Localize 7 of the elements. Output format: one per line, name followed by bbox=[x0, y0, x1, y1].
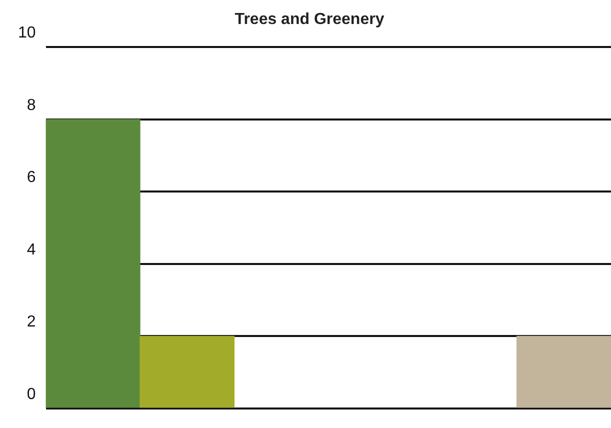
y-tick-label: 0 bbox=[26, 386, 36, 403]
y-tick-label: 2 bbox=[26, 314, 36, 331]
y-tick-label: 8 bbox=[26, 96, 36, 114]
y-tick-label: 6 bbox=[26, 169, 36, 186]
y-tick-label: 4 bbox=[26, 241, 36, 258]
chart-title: Trees and Greenery bbox=[234, 11, 384, 28]
y-tick-label: 10 bbox=[18, 24, 36, 42]
